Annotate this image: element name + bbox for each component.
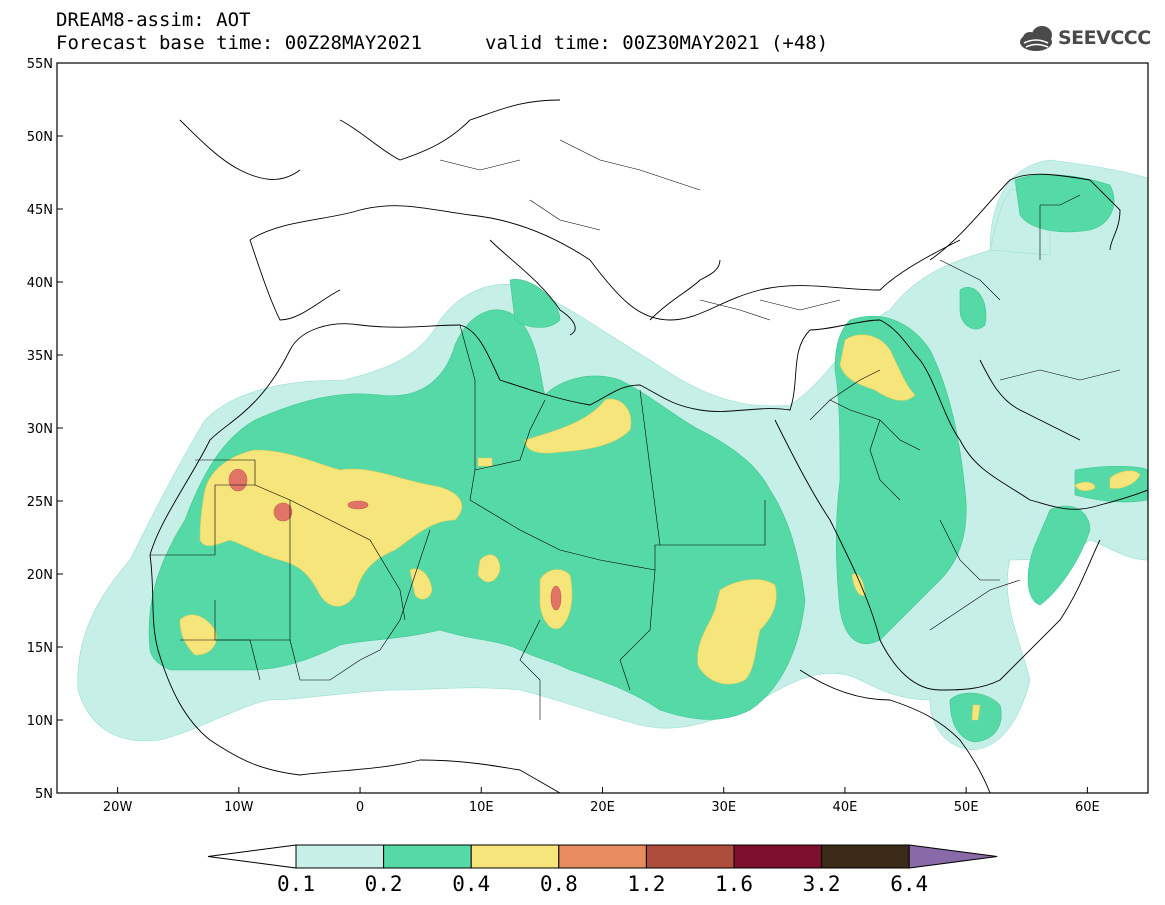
longitude-axis: 20W 10W 0 10E 20E 30E 40E 50E 60E <box>103 787 1100 815</box>
lon-tick-label: 30E <box>711 800 736 815</box>
forecast-base-time: Forecast base time: 00Z28MAY2021 <box>56 32 423 54</box>
colorbar-swatch <box>821 844 910 869</box>
colorbar-label: 0.2 <box>364 872 403 896</box>
lat-tick-label: 40N <box>27 276 53 291</box>
lon-tick-label: 10E <box>469 800 494 815</box>
colorbar-label: 1.6 <box>715 872 753 896</box>
lon-tick-label: 20E <box>590 800 615 815</box>
colorbar-label: 0.1 <box>277 872 315 896</box>
lon-tick-label: 40E <box>833 800 858 815</box>
colorbar-swatch <box>733 844 823 869</box>
lon-tick-label: 10W <box>224 800 254 815</box>
logo-text: SEEVCCC <box>1058 27 1151 49</box>
colorbar-swatch <box>295 844 385 869</box>
lat-tick-label: 55N <box>27 57 53 72</box>
valid-time: valid time: 00Z30MAY2021 (+48) <box>485 32 829 54</box>
colorbar-over-arrow <box>908 844 998 869</box>
lat-tick-label: 15N <box>27 641 53 656</box>
colorbar-under-arrow <box>207 844 297 869</box>
colorbar-swatch <box>470 844 560 869</box>
colorbar-label: 0.4 <box>452 872 491 896</box>
colorbar-label: 3.2 <box>802 872 841 896</box>
latitude-axis: 55N 50N 45N 40N 35N 30N 25N 20N 15N 10N 5N <box>27 57 63 802</box>
lon-tick-label: 20W <box>103 800 133 815</box>
lat-tick-label: 45N <box>27 203 53 218</box>
lon-tick-label: 50E <box>954 800 979 815</box>
chart-title: DREAM8-assim: AOT <box>56 9 251 31</box>
lat-tick-label: 30N <box>27 422 53 437</box>
lat-tick-label: 50N <box>27 130 53 145</box>
lat-tick-label: 5N <box>35 787 53 802</box>
colorbar-label: 0.8 <box>539 872 578 896</box>
colorbar-label: 1.2 <box>627 872 666 896</box>
aot-band-0_2 <box>148 174 1148 743</box>
aot-band-0_4 <box>179 334 1141 721</box>
lon-tick-label: 60E <box>1075 800 1100 815</box>
colorbar-swatch <box>645 844 735 869</box>
aot-band-0_8 <box>228 468 562 611</box>
lat-tick-label: 25N <box>27 495 53 510</box>
colorbar-label: 6.4 <box>890 872 929 896</box>
lat-tick-label: 20N <box>27 568 53 583</box>
colorbar <box>207 844 998 869</box>
country-borders <box>150 139 1121 720</box>
cloud-logo-icon <box>1020 26 1052 51</box>
coastlines <box>149 99 1148 793</box>
colorbar-swatch <box>383 844 472 869</box>
lat-tick-label: 10N <box>27 714 53 729</box>
colorbar-swatch <box>558 844 647 869</box>
lat-tick-label: 35N <box>27 349 53 364</box>
lon-tick-label: 0 <box>356 800 364 815</box>
